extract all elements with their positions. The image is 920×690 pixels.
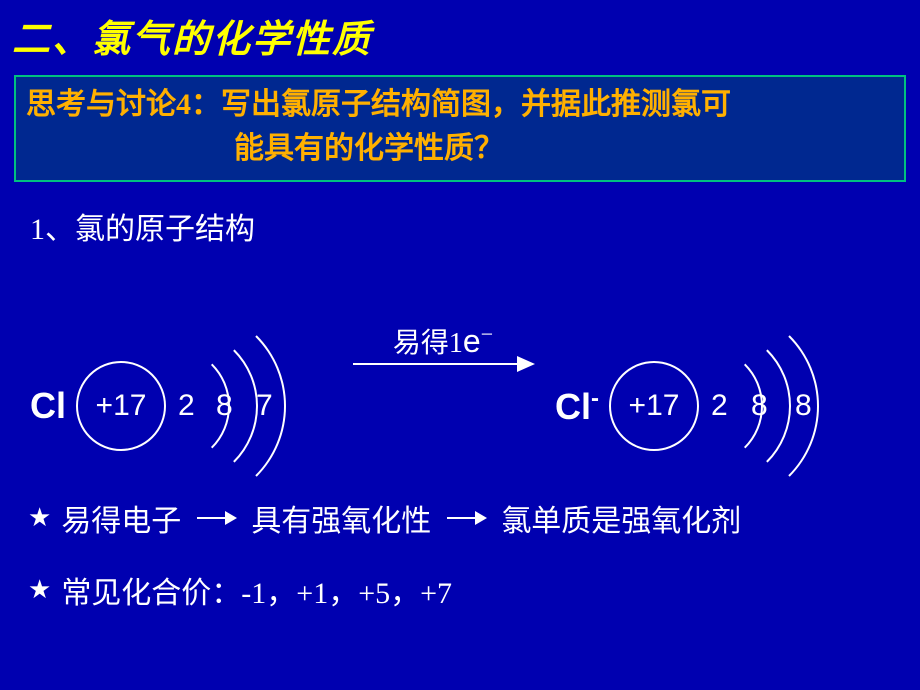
small-arrow-icon	[447, 517, 485, 519]
atom-diagram: Cl +17 2 8 7 易得1e− Cl- +17 2 8 8	[0, 266, 920, 466]
atom-cl-shells: 2 8 7	[160, 316, 310, 496]
conclusion-line-2: ★ 常见化合价：-1，+1，+5，+7	[0, 568, 920, 612]
atom-cl-ion-shells: 2 8 8	[693, 316, 853, 496]
arrow-sup: −	[481, 322, 493, 347]
discussion-line-2: 能具有的化学性质？	[26, 127, 894, 171]
arrow-line	[353, 363, 533, 365]
section-title: 二、氯气的化学性质	[0, 0, 920, 75]
small-arrow-icon	[197, 517, 235, 519]
reaction-arrow: 易得1e−	[338, 321, 548, 365]
star-icon: ★	[28, 503, 51, 533]
arrow-e: e	[463, 323, 481, 359]
discussion-line-1: 思考与讨论4：写出氯原子结构简图，并据此推测氯可	[26, 83, 894, 127]
atom-cl-label: Cl	[30, 385, 66, 427]
shell-electron-count: 8	[216, 389, 233, 423]
arrow-label: 易得1e−	[338, 321, 548, 361]
shell-electron-count: 8	[795, 389, 812, 423]
atom-cl-ion: Cl- +17 2 8 8	[555, 316, 853, 496]
atom-cl-ion-label: Cl-	[555, 385, 599, 428]
shell-electron-count: 7	[256, 389, 273, 423]
atom-cl: Cl +17 2 8 7	[30, 316, 310, 496]
arrow-prefix: 易得	[393, 328, 449, 359]
conclusion-p2: 具有强氧化性	[251, 496, 431, 540]
shell-electron-count: 2	[711, 389, 728, 423]
star-icon: ★	[28, 575, 51, 605]
sub-heading: 1、氯的原子结构	[0, 182, 920, 248]
shell-electron-count: 2	[178, 389, 195, 423]
ion-symbol: Cl	[555, 386, 591, 427]
conclusion-line-1: ★ 易得电子 具有强氧化性 氯单质是强氧化剂	[0, 496, 920, 540]
valence-text: 常见化合价：-1，+1，+5，+7	[61, 568, 452, 612]
ion-charge: -	[591, 385, 599, 412]
shell-electron-count: 8	[751, 389, 768, 423]
discussion-box: 思考与讨论4：写出氯原子结构简图，并据此推测氯可 能具有的化学性质？	[14, 75, 906, 182]
arrow-num: 1	[449, 328, 463, 359]
